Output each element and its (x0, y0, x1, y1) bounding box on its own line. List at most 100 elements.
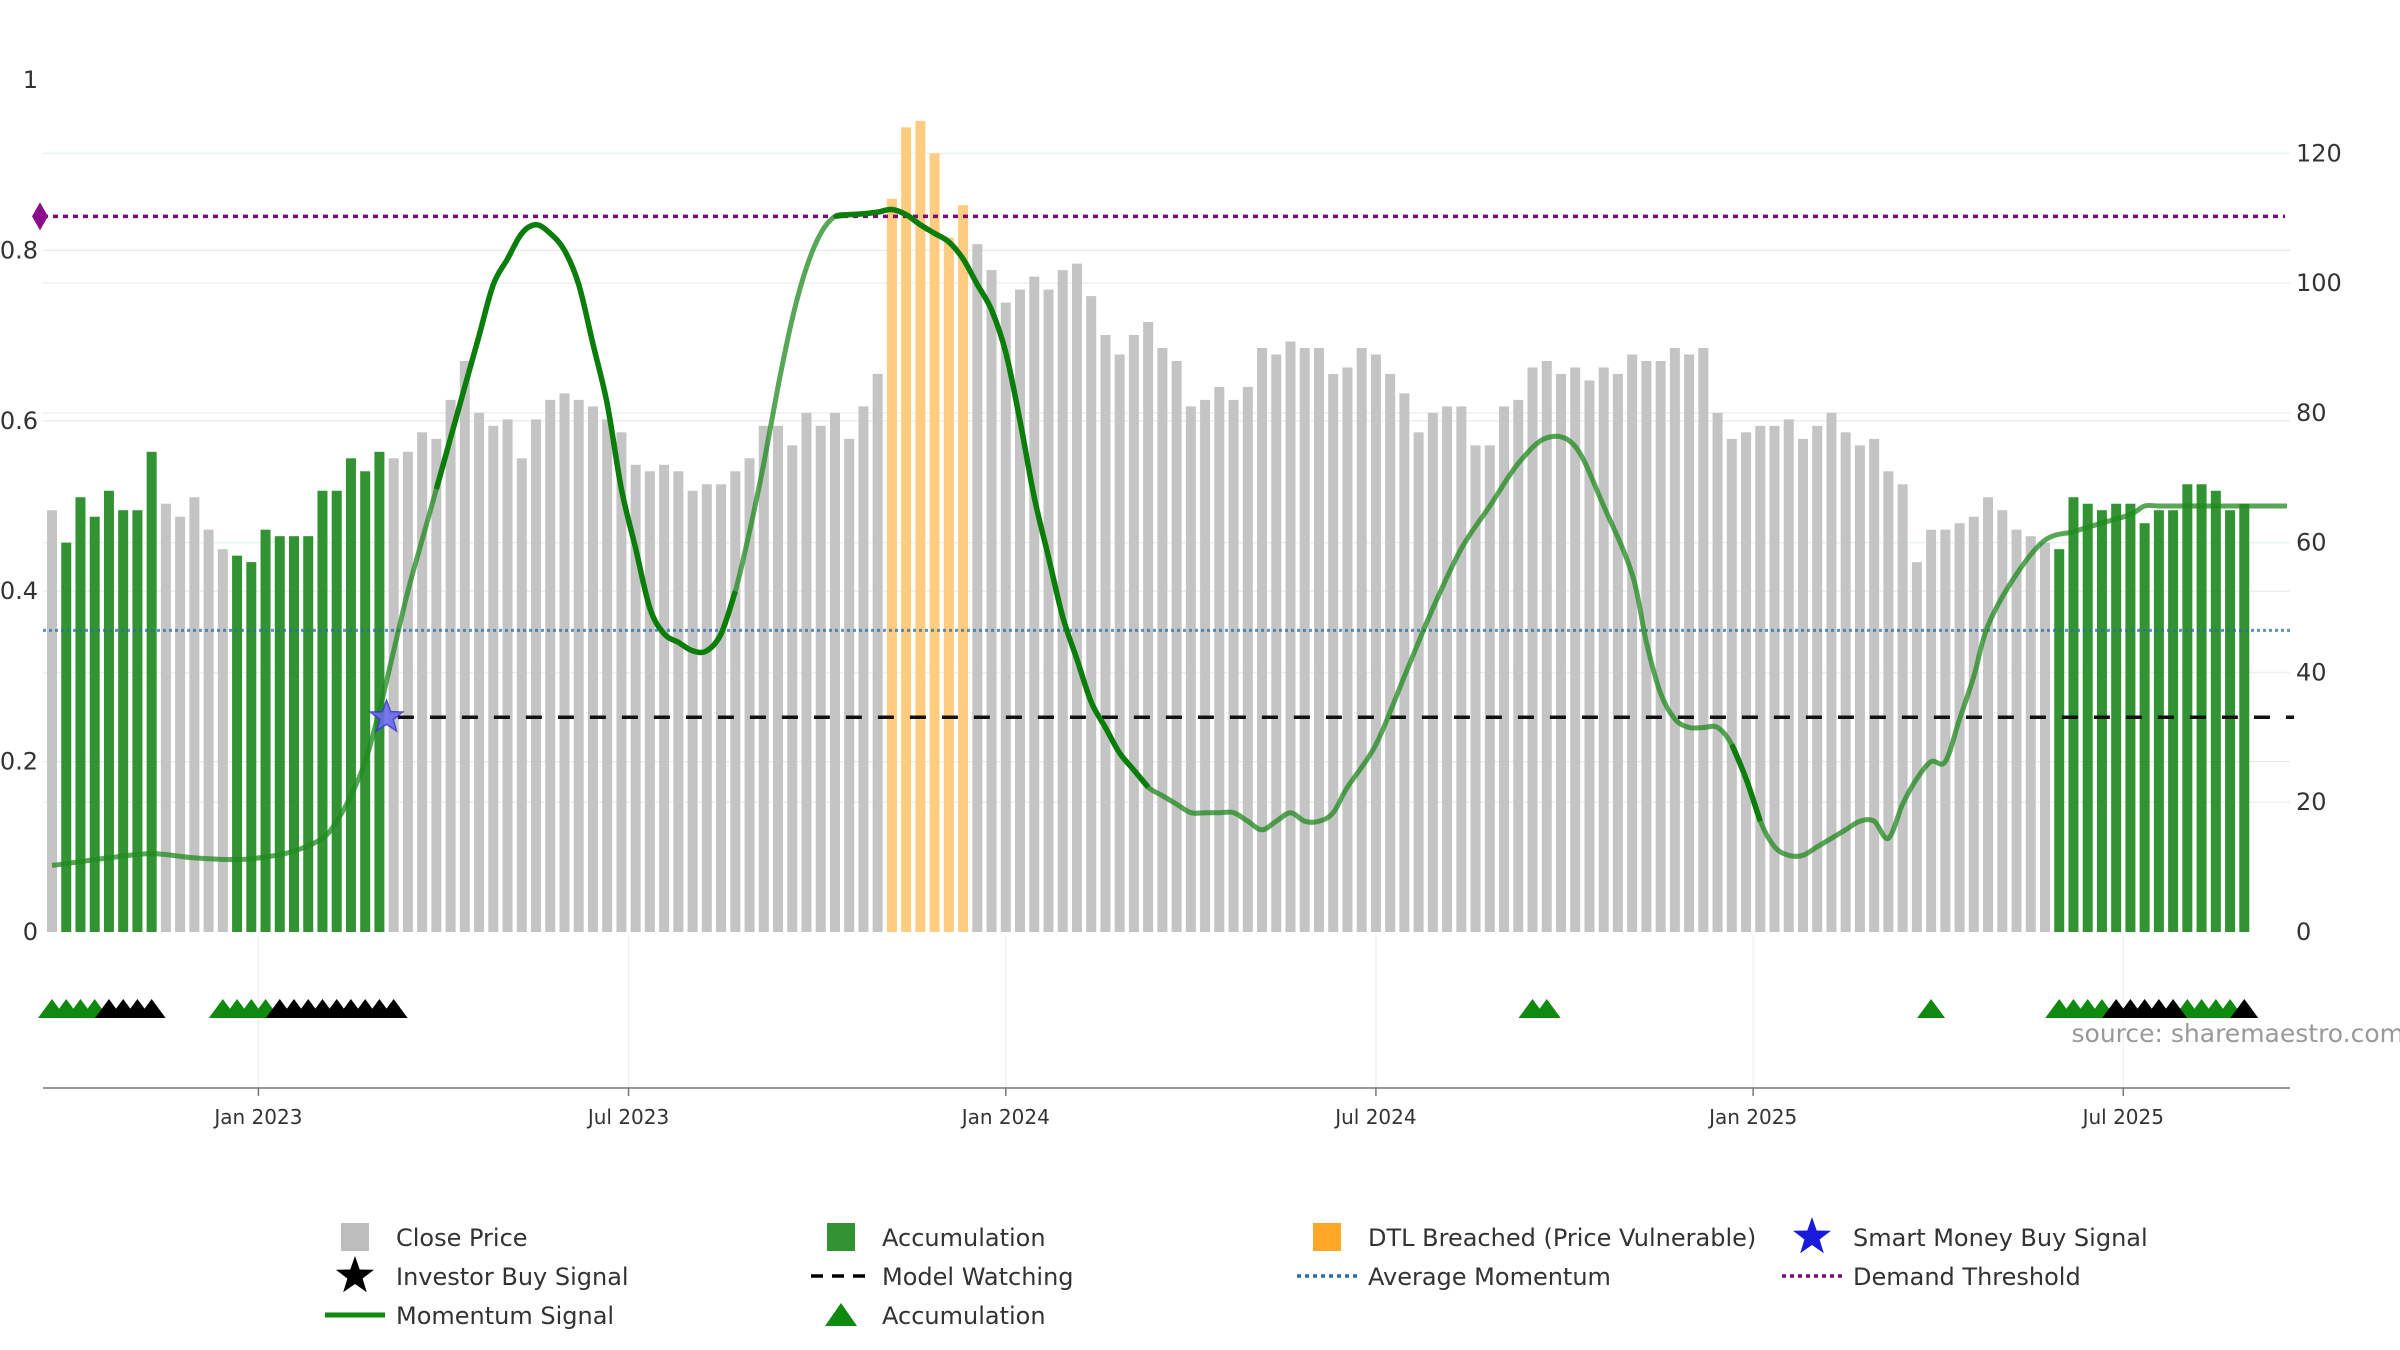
close-price-bar (1228, 399, 1239, 933)
accumulation_marker-swatch (825, 1303, 857, 1326)
close-price-bar (1157, 347, 1168, 932)
accumulation-bar (118, 510, 129, 932)
close-price-bar (630, 464, 641, 932)
x-tick-label: Jan 2023 (212, 1105, 302, 1129)
close-price-bar (1456, 406, 1467, 932)
momentum-signal-strong (834, 206, 1151, 789)
close-price-bar (1143, 322, 1154, 932)
close-price-bar (1356, 347, 1367, 932)
investor_buy-swatch (336, 1256, 374, 1293)
close-price-bar (1128, 335, 1139, 932)
momentum-signal-strong (433, 222, 738, 656)
close-price-bar (1584, 380, 1595, 932)
close-price-bar (673, 471, 684, 932)
close-price-bar (160, 503, 171, 932)
close-price-bar (1299, 347, 1310, 932)
close-price-bar (758, 425, 769, 932)
close-price-bar (1541, 360, 1552, 933)
close-price-bar (1911, 562, 1922, 932)
accumulation-bar (61, 542, 72, 932)
close-price-bar (587, 406, 598, 932)
dtl_breached-legend-label: DTL Breached (Price Vulnerable) (1368, 1224, 1756, 1252)
x-tick-label: Jan 2024 (960, 1105, 1050, 1129)
close-price-bar (787, 445, 798, 932)
accumulation-bar (103, 490, 114, 932)
close-price-bar (217, 549, 228, 932)
accumulation-bar (331, 490, 342, 932)
momentum-signal-strong (1729, 743, 1763, 823)
close-price-bar (1698, 347, 1709, 932)
close-price-bar (701, 484, 712, 932)
close-price-bar (1755, 425, 1766, 932)
close-price-bar (1328, 373, 1339, 933)
dtl-breached-bar (958, 205, 969, 932)
x-tick-label: Jan 2025 (1707, 1105, 1797, 1129)
close-price-bar (1499, 406, 1510, 932)
average_momentum-legend-label: Average Momentum (1368, 1263, 1611, 1291)
close-price-bar (986, 270, 997, 932)
close-price-bar (716, 484, 727, 932)
close-price-bar (1242, 386, 1253, 933)
axes: 0 0.2 0.4 0.6 0.8 1 0 20 40 60 80 100 120 Jan 2023 Jul… (0, 66, 2342, 1129)
close-price-bar (687, 490, 698, 932)
close-price-bar (1869, 438, 1880, 932)
close-price-bar (1285, 341, 1296, 932)
close-price-bar (815, 425, 826, 932)
close-price-bar (1769, 425, 1780, 932)
accumulation-bar (2168, 510, 2179, 932)
left-tick-label: 0.2 (0, 748, 38, 776)
x-tick-label: Jul 2024 (1333, 1105, 1416, 1129)
price-bars (47, 120, 2250, 933)
close-price-bar (829, 412, 840, 932)
close-price-bar (644, 471, 655, 932)
accumulation-bar (2111, 503, 2122, 932)
close-price-bar (1257, 347, 1268, 932)
close-price-bar (972, 244, 983, 933)
close-price-bar (1057, 270, 1068, 932)
accumulation-bar (246, 562, 257, 932)
close-price-bar (1997, 510, 2008, 932)
close-price-bar (1442, 406, 1453, 932)
accumulation_marker-legend-label: Accumulation (882, 1302, 1046, 1330)
right-tick-label: 0 (2296, 918, 2311, 946)
close_price-legend-label: Close Price (396, 1224, 528, 1252)
accumulation-bar (360, 471, 371, 932)
close-price-bar (844, 438, 855, 932)
close-price-bar (488, 425, 499, 932)
close-price-bar (1200, 399, 1211, 933)
close-price-bar (1926, 529, 1937, 932)
close-price-bar (1399, 393, 1410, 932)
left-tick-label: 0 (23, 918, 38, 946)
investor-triangle (379, 999, 408, 1018)
model_watching-legend-label: Model Watching (882, 1263, 1074, 1291)
close-price-bar (1271, 354, 1282, 932)
close-price-bar (402, 451, 413, 932)
dtl-breached-bar (929, 153, 940, 933)
accumulation-bar (374, 451, 385, 932)
momentum-signal-line (51, 206, 2287, 868)
demand-marker (40, 202, 48, 231)
close-price-bar (531, 419, 542, 932)
x-tick-label: Jul 2025 (2081, 1105, 2164, 1129)
demand_threshold-legend-label: Demand Threshold (1853, 1263, 2081, 1291)
accumulation-bar (2139, 523, 2150, 932)
close-price-bar (1669, 347, 1680, 932)
accumulation-bar (274, 536, 285, 932)
accumulation-bar (303, 536, 314, 932)
close_price-swatch (341, 1223, 369, 1251)
close-price-bar (801, 412, 812, 932)
dtl-breached-bar (886, 198, 897, 932)
close-price-bar (474, 412, 485, 932)
left-tick-label: 0.6 (0, 407, 38, 435)
close-price-bar (388, 458, 399, 932)
close-price-bar (1313, 347, 1324, 932)
close-price-bar (559, 393, 570, 932)
signal-triangles (38, 999, 2259, 1018)
close-price-bar (1214, 386, 1225, 933)
accumulation-bar (2153, 510, 2164, 932)
accumulation-bar (2068, 497, 2079, 932)
accumulation-bar (2225, 510, 2236, 932)
close-price-bar (1342, 367, 1353, 932)
close-price-bar (1655, 360, 1666, 933)
close-price-bar (516, 458, 527, 932)
